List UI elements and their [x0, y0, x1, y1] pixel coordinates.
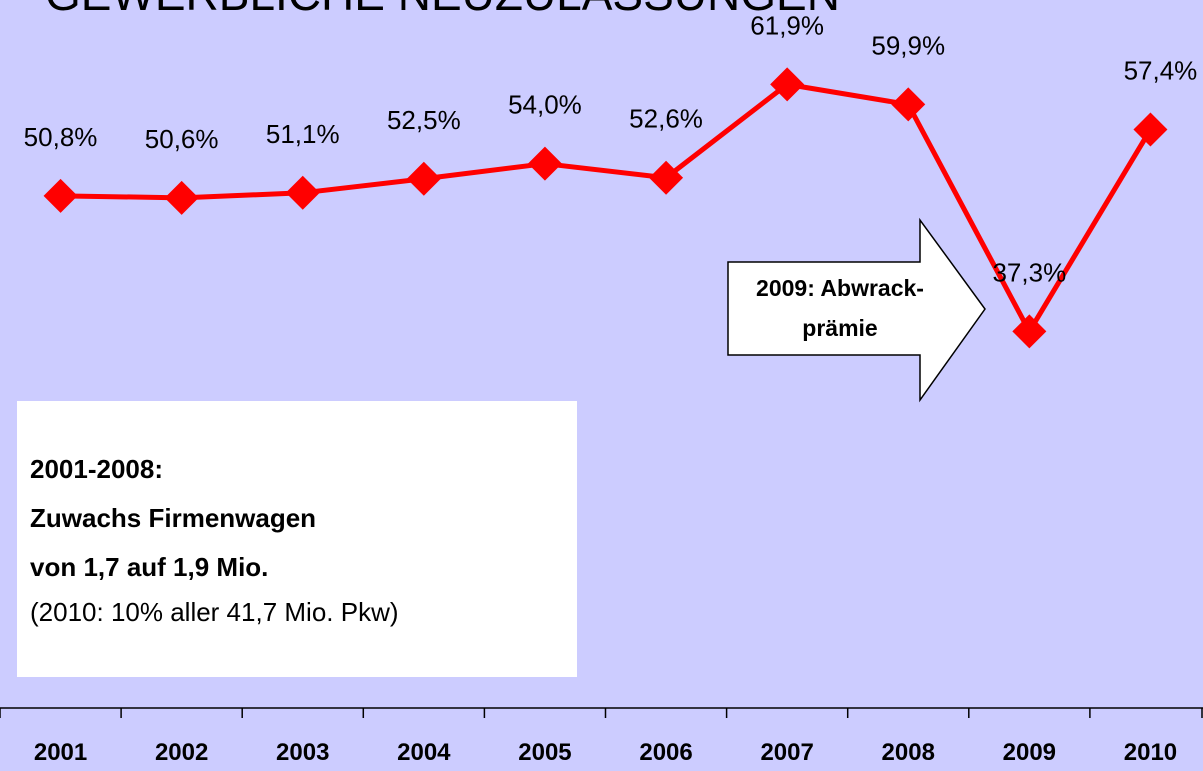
box-text: (2010: 10% aller 41,7 Mio. Pkw): [30, 597, 399, 627]
marker: [406, 161, 441, 196]
marker: [527, 146, 562, 181]
box-text: 2001-2008:: [30, 454, 163, 484]
x-tick-label: 2004: [397, 739, 451, 766]
annotation-box: [17, 401, 577, 677]
data-label: 50,6%: [145, 124, 219, 154]
x-tick-label: 2003: [276, 739, 329, 766]
marker: [649, 160, 684, 195]
arrow-text: 2009: Abwrack-: [756, 275, 924, 301]
data-label: 50,8%: [24, 122, 98, 152]
x-tick-label: 2009: [1003, 739, 1056, 766]
data-label: 37,3%: [992, 257, 1066, 287]
marker: [770, 67, 805, 102]
marker: [1133, 112, 1168, 147]
data-label: 52,5%: [387, 105, 461, 135]
marker: [1012, 314, 1047, 349]
x-tick-label: 2007: [760, 739, 813, 766]
x-tick-label: 2002: [155, 739, 208, 766]
marker: [164, 180, 199, 215]
data-label: 59,9%: [871, 30, 945, 60]
marker: [285, 175, 320, 210]
x-tick-label: 2005: [518, 739, 571, 766]
x-tick-label: 2001: [34, 739, 87, 766]
x-tick-label: 2010: [1124, 739, 1177, 766]
box-text: Zuwachs Firmenwagen: [30, 503, 316, 533]
data-label: 57,4%: [1124, 56, 1198, 86]
chart-title: GEWERBLICHE NEUZULASSUNGEN: [45, 0, 840, 20]
box-text: von 1,7 auf 1,9 Mio.: [30, 552, 268, 582]
x-tick-label: 2008: [882, 739, 935, 766]
marker: [43, 178, 78, 213]
arrow-text: prämie: [802, 315, 877, 341]
data-label: 61,9%: [750, 10, 824, 40]
x-tick-label: 2006: [639, 739, 692, 766]
data-label: 54,0%: [508, 90, 582, 120]
marker: [891, 87, 926, 122]
line: [60, 81, 1153, 334]
annotation-arrow: [727, 217, 986, 403]
data-label: 52,6%: [629, 104, 703, 134]
data-label: 51,1%: [266, 119, 340, 149]
